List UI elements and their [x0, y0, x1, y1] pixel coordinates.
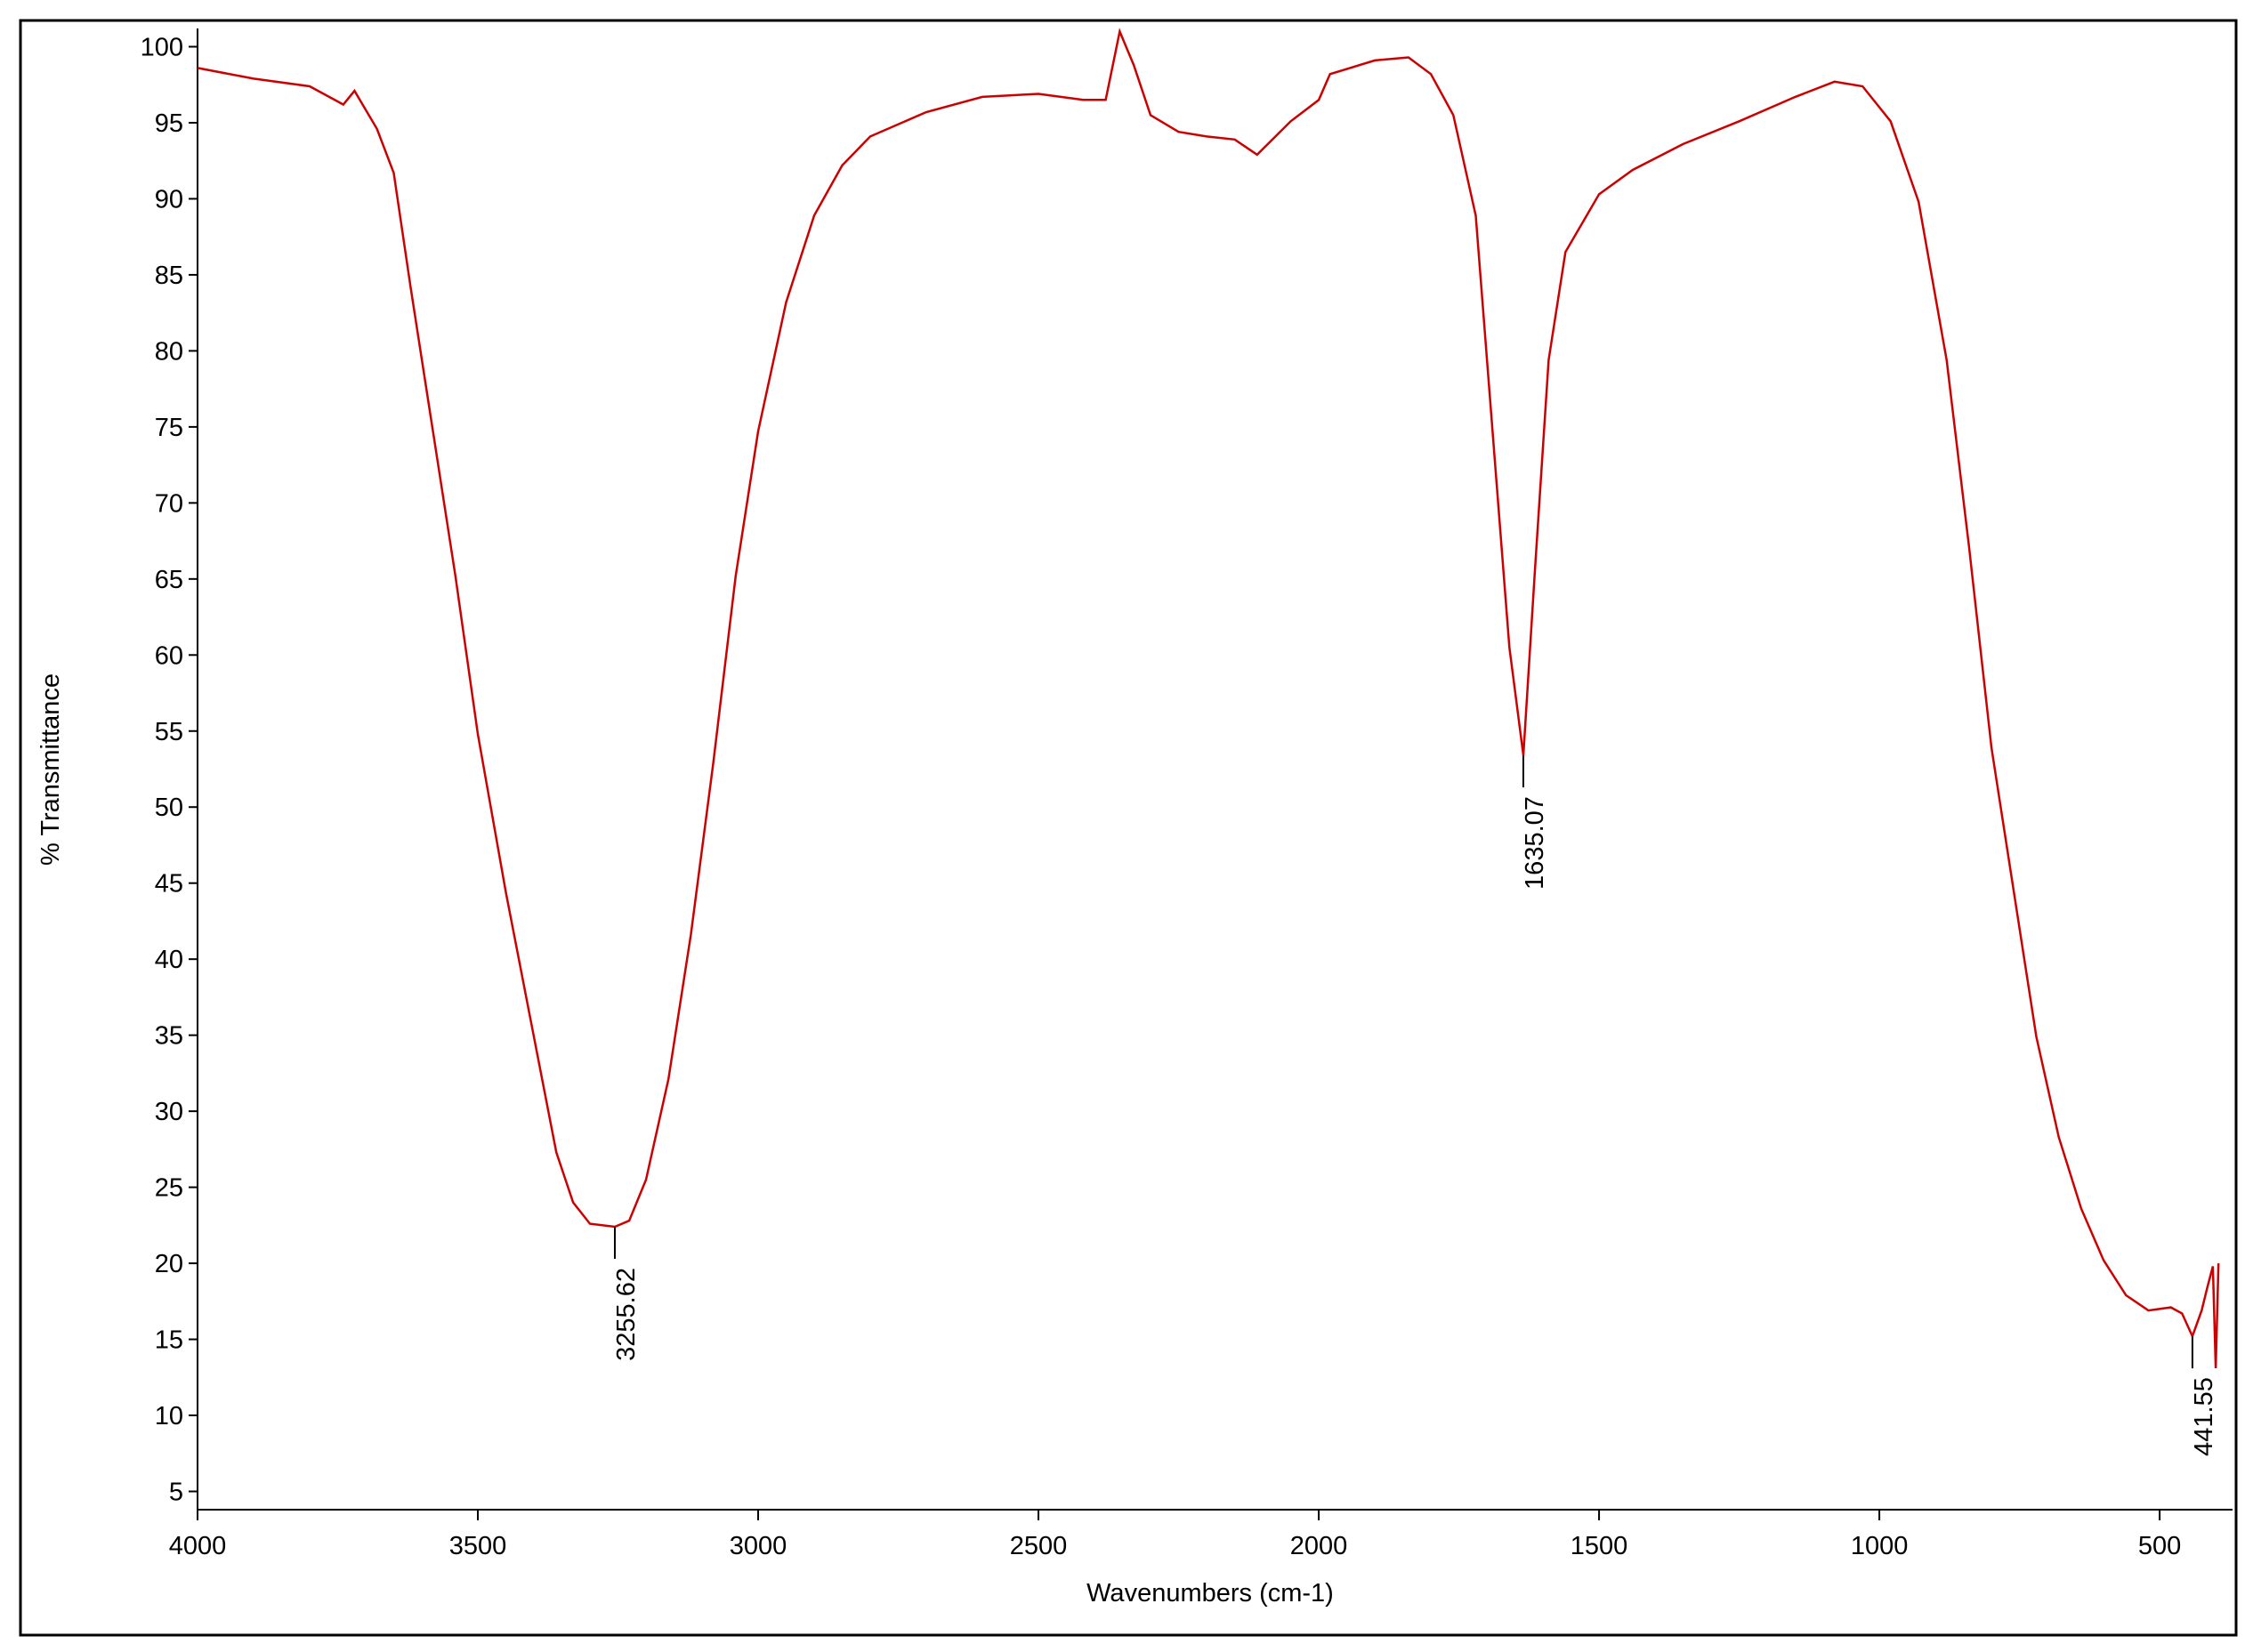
x-tick-label: 3000 [730, 1532, 787, 1560]
y-axis-title: % Transmittance [36, 673, 65, 866]
x-tick-label: 500 [2138, 1532, 2181, 1560]
y-tick-label: 75 [155, 414, 183, 442]
y-tick-label: 50 [155, 794, 183, 822]
y-tick-label: 85 [155, 262, 183, 290]
y-tick-label: 60 [155, 641, 183, 670]
y-tick-label: 5 [169, 1478, 183, 1506]
y-tick-label: 45 [155, 870, 183, 899]
x-tick-label: 3500 [449, 1532, 507, 1560]
y-tick-label: 20 [155, 1250, 183, 1278]
y-tick-label: 95 [155, 109, 183, 138]
spectrum-line [197, 28, 2220, 1369]
x-tick-label: 1000 [1851, 1532, 1909, 1560]
x-tick-label: 4000 [169, 1532, 227, 1560]
y-tick-label: 90 [155, 185, 183, 214]
y-tick-label: 55 [155, 718, 183, 746]
y-tick-label: 70 [155, 489, 183, 518]
peak-label: 441.55 [2190, 1377, 2218, 1456]
x-tick-label: 1500 [1571, 1532, 1628, 1560]
peak-label: 3255.62 [612, 1268, 641, 1361]
y-tick-label: 100 [141, 34, 183, 62]
x-axis-title: Wavenumbers (cm-1) [1086, 1579, 1334, 1608]
peak-label: 1635.07 [1521, 796, 1549, 890]
y-tick-label: 10 [155, 1402, 183, 1430]
y-tick-label: 35 [155, 1022, 183, 1051]
y-tick-label: 15 [155, 1326, 183, 1355]
y-tick-label: 25 [155, 1174, 183, 1203]
y-tick-label: 40 [155, 946, 183, 974]
y-tick-label: 65 [155, 566, 183, 594]
frame [19, 19, 2238, 1637]
x-tick-label: 2000 [1290, 1532, 1348, 1560]
y-tick-label: 80 [155, 337, 183, 366]
x-tick-label: 2500 [1010, 1532, 1068, 1560]
y-tick-label: 30 [155, 1098, 183, 1126]
